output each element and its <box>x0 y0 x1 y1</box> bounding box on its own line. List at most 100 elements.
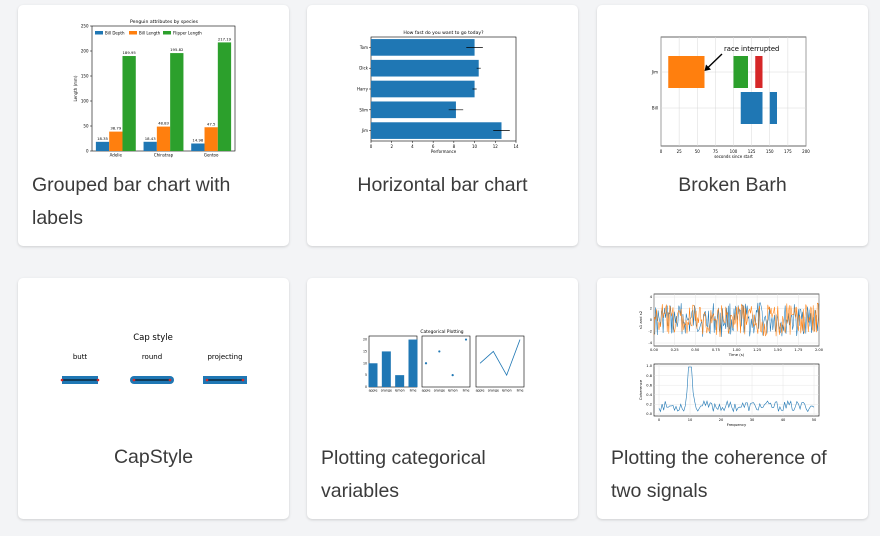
x-tick-label: lemon <box>448 389 458 393</box>
x-tick-label: 20 <box>719 418 724 422</box>
bar-data-label: 189.95 <box>122 50 136 55</box>
card-thumbnail[interactable]: Categorical Plotting apple orange lemon lime… <box>307 278 578 438</box>
x-tick-label: Chinstrap <box>154 153 174 158</box>
bar <box>143 141 157 151</box>
card-horizontal-bar-chart[interactable]: How fast do you want to go today? Tom Dick… <box>307 5 578 246</box>
y-axis-label: Length (mm) <box>73 75 78 101</box>
scatter-point <box>424 362 428 365</box>
x-tick-label: 10 <box>472 144 478 149</box>
card-title[interactable]: CapStyle <box>113 446 194 468</box>
y-tick-label: Tom <box>359 45 368 50</box>
endpoint-marker <box>205 378 209 382</box>
y-tick-label: Slim <box>359 107 368 112</box>
y-tick-label: Dick <box>359 66 368 71</box>
card-thumbnail[interactable]: Penguin attributes by species 0 50 100 150 20… <box>18 5 289 165</box>
chart-title: Categorical Plotting <box>420 329 463 335</box>
series-line <box>479 339 521 377</box>
y-axis-label: s1 and s2 <box>638 310 643 329</box>
card-thumbnail[interactable]: 0.00 0.25 0.50 0.75 1.00 1.25 1.50 1.75 2.00 4 2 0-… <box>597 278 868 438</box>
x-axis-label: Frequency <box>727 422 747 427</box>
scatter-point <box>451 374 454 377</box>
x-axis-label: Performance <box>431 149 457 154</box>
card-thumbnail[interactable]: How fast do you want to go today? Tom Dick… <box>307 5 578 165</box>
x-tick-label: 4 <box>411 144 414 149</box>
legend-label: Bill Length <box>139 30 161 35</box>
y-tick-label: Jim <box>651 70 658 75</box>
card-title[interactable]: Horizontal bar chart <box>357 174 528 196</box>
x-tick-label: 6 <box>432 144 435 149</box>
y-tick-label: 15 <box>363 349 367 353</box>
bar-data-label: 18.43 <box>145 136 156 141</box>
axes-frame <box>475 335 525 388</box>
chart-title: Penguin attributes by species <box>130 19 199 25</box>
card-categorical-variables[interactable]: Categorical Plotting apple orange lemon lime… <box>307 278 578 519</box>
x-tick-label: 1.00 <box>732 348 741 352</box>
x-tick-label: Adelie <box>110 153 123 158</box>
endpoint-marker <box>96 378 100 382</box>
bar-segment <box>755 56 763 88</box>
y-tick-label: 0 <box>365 385 367 389</box>
card-capstyle[interactable]: Cap style butt round projecting CapStyle <box>18 278 289 519</box>
x-tick-label: Gentoo <box>204 153 219 158</box>
capstyle-figure: Cap style butt round projecting <box>60 333 247 384</box>
x-axis-label: seconds since start <box>714 154 753 159</box>
chart-title: How fast do you want to go today? <box>403 30 484 36</box>
bar <box>95 141 110 151</box>
coherence-line <box>658 366 815 413</box>
y-tick-label: 0 <box>86 149 89 154</box>
x-tick-label: 0 <box>658 418 661 422</box>
x-tick-label: 2 <box>390 144 393 149</box>
x-tick-label: orange <box>381 389 392 393</box>
card-title[interactable]: Grouped bar chart with labels <box>32 174 231 229</box>
x-tick-label: 25 <box>677 149 683 154</box>
bar-segment <box>733 56 748 88</box>
x-axis-label: Time (s) <box>728 352 745 357</box>
bar <box>122 56 136 151</box>
bar-data-label: 47.5 <box>207 121 216 126</box>
card-thumbnail[interactable]: 0 25 50 75 100 125 150 175 200 Jim Bill seconds sin… <box>597 5 868 165</box>
y-tick-label: 5 <box>365 373 367 377</box>
endpoint-marker <box>132 378 136 382</box>
x-tick-label: 0.50 <box>691 348 700 352</box>
grouped-bar-chart: Penguin attributes by species 0 50 100 150 20… <box>73 19 236 158</box>
y-tick-label: 100 <box>81 99 89 104</box>
y-tick-label: 0.2 <box>646 403 652 407</box>
bar-data-label: 18.35 <box>97 136 108 141</box>
bar <box>371 59 479 77</box>
card-title[interactable]: Plotting the coherence of two signals <box>611 447 827 502</box>
y-tick-label: 0.0 <box>646 412 652 416</box>
x-tick-label: 10 <box>688 418 693 422</box>
y-tick-label: Bill <box>652 106 658 111</box>
x-tick-label: 0.75 <box>712 348 720 352</box>
bar-data-label: 48.83 <box>158 121 169 126</box>
signal-line <box>653 302 820 338</box>
annotation-arrow <box>707 53 723 69</box>
x-tick-label: 0 <box>660 149 663 154</box>
x-tick-label: orange <box>488 389 499 393</box>
scatter-point <box>438 350 441 353</box>
bar-data-label: 217.19 <box>218 36 232 41</box>
card-thumbnail[interactable]: Cap style butt round projecting <box>18 278 289 438</box>
legend-label: Flipper Length <box>173 30 202 35</box>
y-tick-label: 4 <box>650 295 653 299</box>
x-tick-label: 75 <box>713 149 719 154</box>
y-tick-label: 2 <box>650 307 652 311</box>
endpoint-marker <box>241 378 245 382</box>
card-coherence[interactable]: 0.00 0.25 0.50 0.75 1.00 1.25 1.50 1.75 2.00 4 2 0-… <box>597 278 868 519</box>
x-tick-label: 1.50 <box>774 348 783 352</box>
card-title[interactable]: Plotting categorical variables <box>321 447 486 502</box>
y-tick-label: Harry <box>357 87 369 92</box>
legend-swatch <box>163 31 171 35</box>
card-broken-barh[interactable]: 0 25 50 75 100 125 150 175 200 Jim Bill seconds sin… <box>597 5 868 246</box>
x-tick-label: lemon <box>502 389 512 393</box>
x-tick-label: 0.25 <box>671 348 679 352</box>
x-tick-label: 50 <box>695 149 701 154</box>
card-grouped-bar-chart[interactable]: Penguin attributes by species 0 50 100 150 20… <box>18 5 289 246</box>
y-tick-label: 150 <box>81 74 89 79</box>
legend-label: Bill Depth <box>105 30 125 35</box>
card-title[interactable]: Broken Barh <box>678 174 787 196</box>
x-tick-label: 100 <box>730 149 738 154</box>
x-tick-label: apple <box>476 389 485 393</box>
horizontal-bar-chart: How fast do you want to go today? Tom Dick… <box>357 30 519 154</box>
y-tick-label: 250 <box>81 24 89 29</box>
